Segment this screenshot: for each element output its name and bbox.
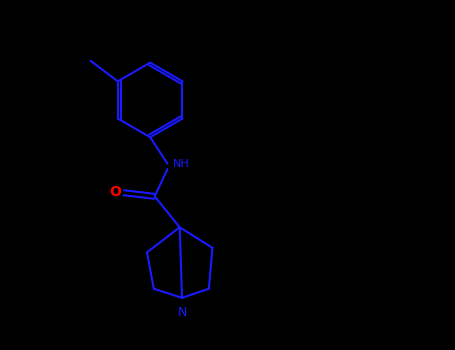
Text: O: O [110,185,121,199]
Text: NH: NH [173,159,190,169]
Text: N: N [177,306,187,319]
